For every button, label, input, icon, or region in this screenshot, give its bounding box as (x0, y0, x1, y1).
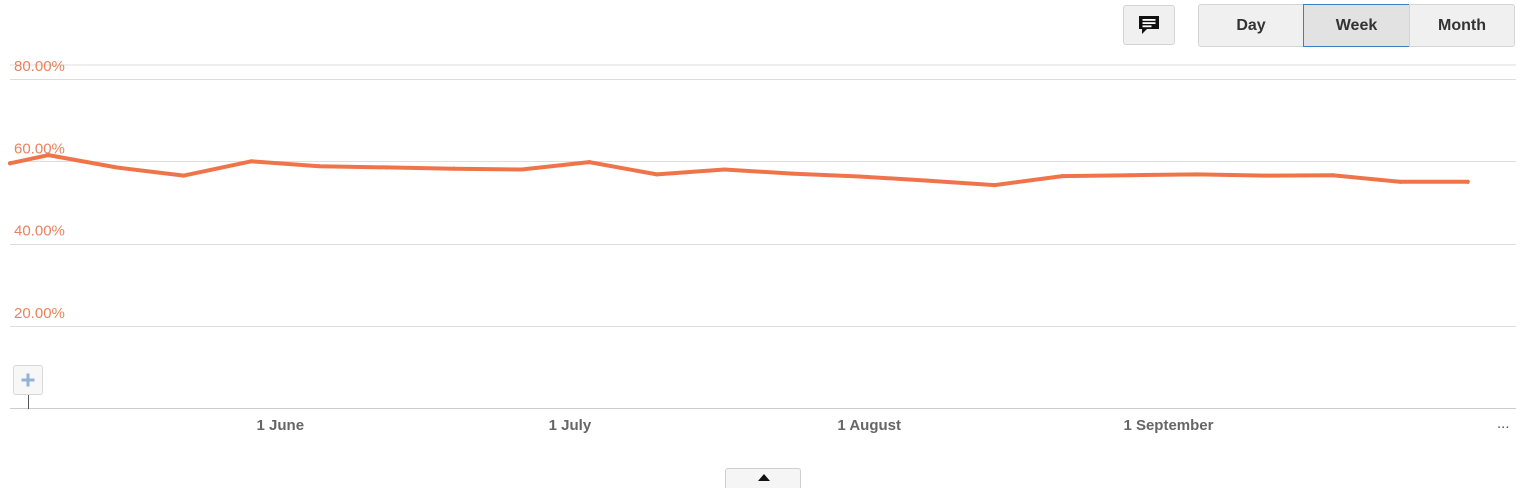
data-point (1127, 173, 1132, 178)
zoom-button[interactable] (13, 365, 43, 395)
series-line (8, 153, 1470, 188)
data-point (1330, 173, 1335, 178)
period-month-button[interactable]: Month (1409, 4, 1515, 47)
y-axis-labels: 20.00% 40.00% 60.00% 80.00% (14, 58, 65, 322)
data-point (587, 160, 592, 165)
data-point (46, 153, 51, 158)
y-tick-label: 40.00% (14, 223, 65, 240)
data-point (857, 174, 862, 179)
x-tick-label: 1 September (1123, 417, 1213, 434)
speech-bubble-icon (1139, 16, 1159, 34)
y-tick-label: 80.00% (14, 58, 65, 75)
data-point (1060, 174, 1065, 179)
period-selector: Day Week Month (1198, 4, 1516, 47)
data-point (1263, 173, 1267, 178)
data-point (925, 178, 930, 183)
data-point (1465, 179, 1470, 184)
period-week-button[interactable]: Week (1303, 4, 1410, 47)
x-tick-label: 1 July (549, 417, 592, 434)
x-axis-labels: 1 June 1 July 1 August 1 September (257, 417, 1214, 434)
data-point (1398, 179, 1403, 184)
data-point (722, 167, 727, 172)
grid-lines (10, 64, 1516, 409)
data-point (1195, 172, 1200, 177)
data-point (181, 173, 186, 178)
data-point (249, 159, 254, 164)
y-tick-label: 60.00% (14, 140, 65, 157)
data-point (8, 161, 12, 166)
data-point (654, 172, 659, 177)
plus-icon (21, 373, 35, 387)
data-point (114, 165, 119, 170)
data-point (519, 167, 524, 172)
more-indicator[interactable]: ... (1497, 415, 1510, 432)
data-point (789, 171, 794, 176)
series-layer (8, 153, 1470, 188)
zoom-stem (28, 395, 29, 409)
x-tick-label: 1 August (837, 417, 901, 434)
annotation-button[interactable] (1123, 5, 1175, 45)
data-point (316, 164, 321, 169)
collapse-handle[interactable] (725, 468, 801, 488)
data-point (452, 166, 457, 171)
x-tick-label: 1 June (257, 417, 305, 434)
y-tick-label: 20.00% (14, 305, 65, 322)
data-point (992, 183, 997, 188)
chevron-up-icon (758, 474, 770, 481)
data-point (384, 165, 389, 170)
